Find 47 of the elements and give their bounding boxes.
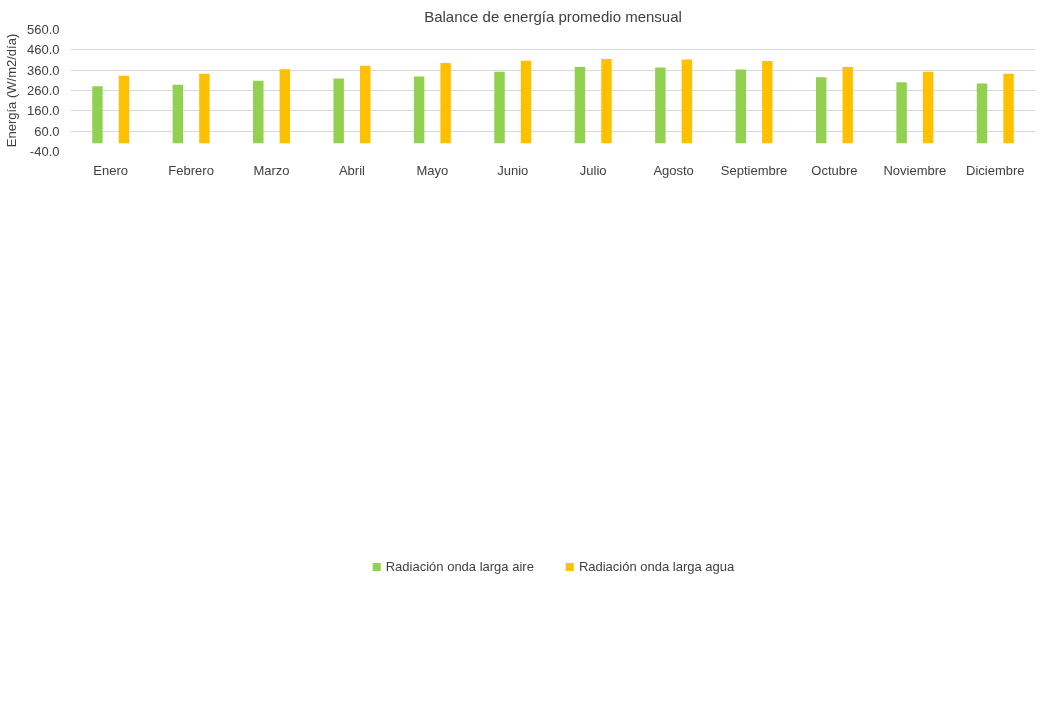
bar [922,71,934,144]
bar [520,60,532,144]
bar [655,67,666,144]
y-tick-label: 360.0 [26,62,60,78]
legend-label: Radiación onda larga aire [385,558,534,574]
bar [574,67,586,144]
bar [735,69,746,144]
bar [1003,73,1014,144]
x-tick-label: Julio [579,162,607,178]
legend-label: Radiación onda larga agua [578,558,735,574]
bar [681,59,693,144]
x-tick-label: Diciembre [966,162,1025,178]
bar [118,75,130,144]
bar [601,58,612,144]
bar [279,69,291,144]
bar [413,76,425,144]
y-axis-title: Energía (W/m2/día) [3,33,19,148]
x-tick-label: Septiembre [720,162,788,178]
bar [360,65,371,144]
chart-title: Balance de energía promedio mensual [424,7,682,25]
bar [976,83,988,144]
x-tick-label: Agosto [653,162,694,178]
bar [92,86,103,144]
bar [762,61,773,144]
x-tick-label: Marzo [253,162,290,178]
bar [842,66,853,144]
x-tick-label: Febrero [168,162,214,178]
x-tick-label: Junio [497,162,529,178]
bar [172,84,184,144]
y-tick-label: 460.0 [26,42,60,58]
bar [253,80,264,144]
x-tick-label: Abril [338,162,366,178]
x-tick-label: Enero [93,162,129,178]
y-tick-label: 160.0 [26,103,60,119]
bar [440,63,451,144]
x-tick-label: Mayo [416,162,449,178]
y-tick-label: 560.0 [26,22,60,37]
bar [896,82,907,144]
bar [494,71,505,144]
bar [199,73,210,144]
y-tick-label: 260.0 [26,83,60,98]
bar [333,78,344,144]
x-tick-label: Octubre [811,162,858,178]
bar [815,77,827,144]
x-tick-label: Noviembre [883,162,947,178]
y-tick-label: -40.0 [29,144,60,159]
y-tick-label: 60.0 [34,123,60,139]
